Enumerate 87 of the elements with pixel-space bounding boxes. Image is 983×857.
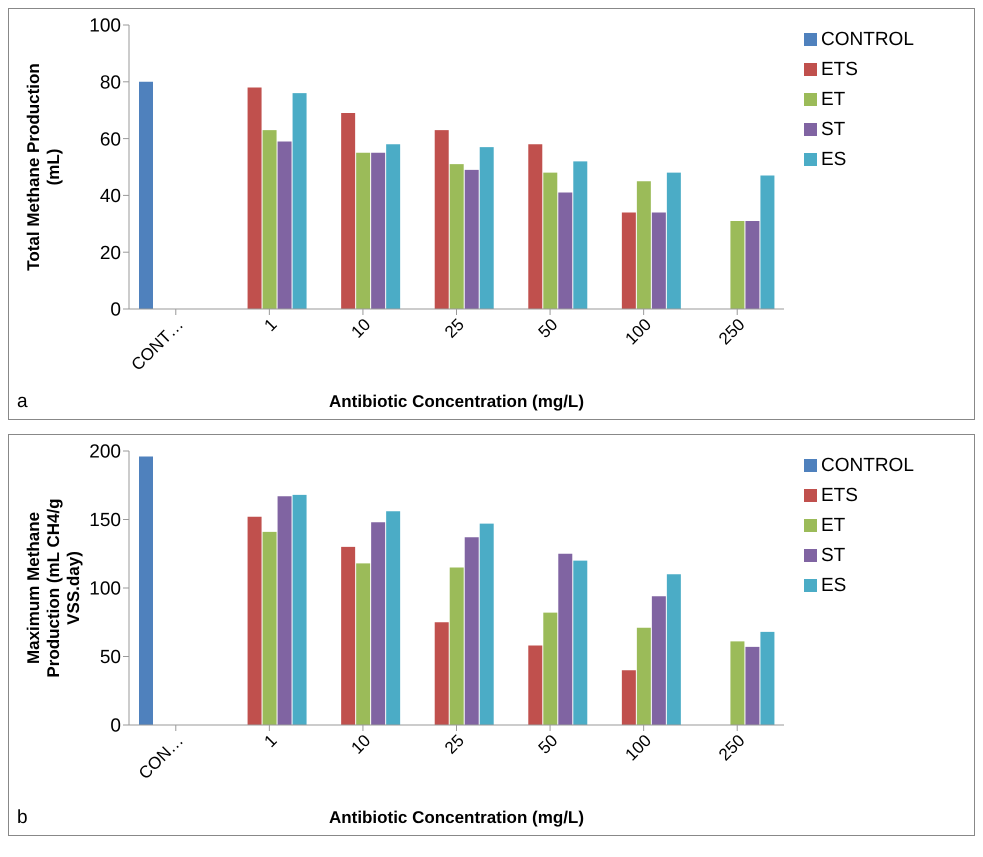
y-tick-label: 150 (89, 510, 121, 532)
bar (356, 563, 370, 725)
bar (386, 144, 400, 309)
x-tick-label: 10 (347, 314, 374, 342)
bar (371, 522, 386, 725)
bar (666, 574, 681, 725)
x-tick-label: 10 (347, 730, 374, 758)
y-tick-label: 100 (89, 16, 121, 37)
bar (543, 172, 558, 309)
x-tick-label: 100 (622, 730, 656, 764)
x-tick-label: 250 (715, 314, 749, 348)
bar (745, 646, 760, 725)
bar (573, 560, 588, 725)
y-tick-label: 80 (100, 72, 121, 94)
bar (760, 632, 774, 725)
y-tick-label: 0 (110, 716, 121, 737)
bar (652, 212, 666, 309)
bar (558, 192, 572, 309)
x-axis-title: Antibiotic Concentration (mg/L) (329, 808, 584, 827)
bar (248, 87, 262, 309)
legend-label: ES (821, 149, 846, 170)
bar (262, 532, 277, 725)
legend-label: ST (821, 545, 846, 566)
bar (636, 181, 651, 309)
legend-label: CONTROL (821, 455, 914, 476)
bar (464, 537, 479, 725)
x-tick-label: 100 (622, 314, 656, 348)
bar (248, 516, 262, 725)
y-tick-label: 100 (89, 578, 121, 600)
bar (543, 612, 558, 725)
x-tick-label: 1 (260, 730, 281, 752)
x-tick-label: 50 (534, 314, 562, 342)
bar (278, 141, 292, 309)
legend-label: ST (821, 119, 846, 140)
x-tick-label: 25 (441, 730, 468, 758)
bar (341, 113, 356, 309)
bar (450, 164, 464, 309)
x-axis-title: Antibiotic Concentration (mg/L) (329, 392, 584, 411)
y-tick-label: 20 (100, 242, 121, 264)
bar (558, 554, 572, 725)
x-tick-label: 250 (715, 730, 749, 764)
bar (434, 130, 449, 309)
bar (480, 147, 494, 309)
text: b (17, 807, 28, 829)
y-axis-title: Total Methane Production (mL) (24, 63, 63, 271)
bar (622, 212, 636, 309)
bar (464, 170, 479, 309)
y-tick-label: 40 (100, 186, 121, 208)
bar (480, 524, 494, 725)
y-axis-title: Maximum Methane Production (mL CH4/g VSS.day) (24, 498, 83, 678)
bar (528, 646, 542, 725)
bar (292, 93, 307, 309)
y-tick-label: 50 (100, 647, 121, 668)
legend-label: ES (821, 575, 846, 596)
bar (745, 220, 760, 309)
y-tick-label: 0 (110, 300, 121, 321)
bar (652, 596, 666, 725)
bar (622, 670, 636, 725)
text: a (17, 391, 28, 413)
bar (262, 130, 277, 309)
legend-label: ETS (821, 59, 858, 80)
legend-label: ET (821, 89, 846, 110)
bar (730, 220, 744, 309)
bar (371, 152, 386, 309)
bar (139, 456, 153, 725)
legend-label: CONTROL (821, 29, 914, 50)
bar (356, 152, 370, 309)
x-tick-label: 25 (441, 314, 468, 342)
y-tick-label: 200 (89, 442, 121, 463)
bar (139, 82, 153, 309)
bar (730, 641, 744, 725)
bar (292, 494, 307, 725)
legend-label: ET (821, 515, 846, 536)
bar (636, 628, 651, 725)
x-tick-label: 50 (534, 730, 562, 758)
y-tick-label: 60 (100, 129, 121, 150)
bar (666, 172, 681, 309)
bar (760, 176, 774, 309)
bar (386, 511, 400, 725)
bar (573, 161, 588, 309)
legend-label: ETS (821, 485, 858, 506)
bar (450, 567, 464, 725)
bar (528, 144, 542, 309)
bar (278, 496, 292, 725)
bar (434, 622, 449, 725)
bar (341, 546, 356, 725)
x-tick-label: 1 (260, 314, 281, 336)
